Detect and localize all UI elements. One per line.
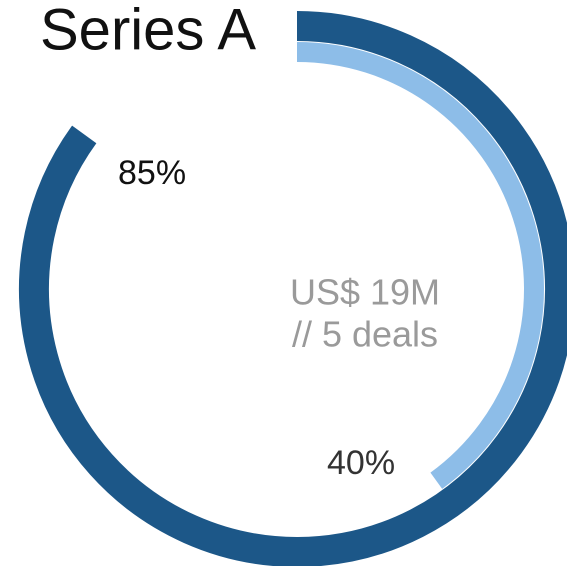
chart-title: Series A: [40, 0, 256, 62]
center-deals: // 5 deals: [292, 314, 438, 355]
center-amount: US$ 19M: [290, 272, 440, 313]
progress-arc: [19, 11, 567, 566]
value-label: 40%: [327, 444, 395, 482]
value-label: 85%: [118, 154, 186, 192]
progress-arc: [296, 42, 544, 489]
